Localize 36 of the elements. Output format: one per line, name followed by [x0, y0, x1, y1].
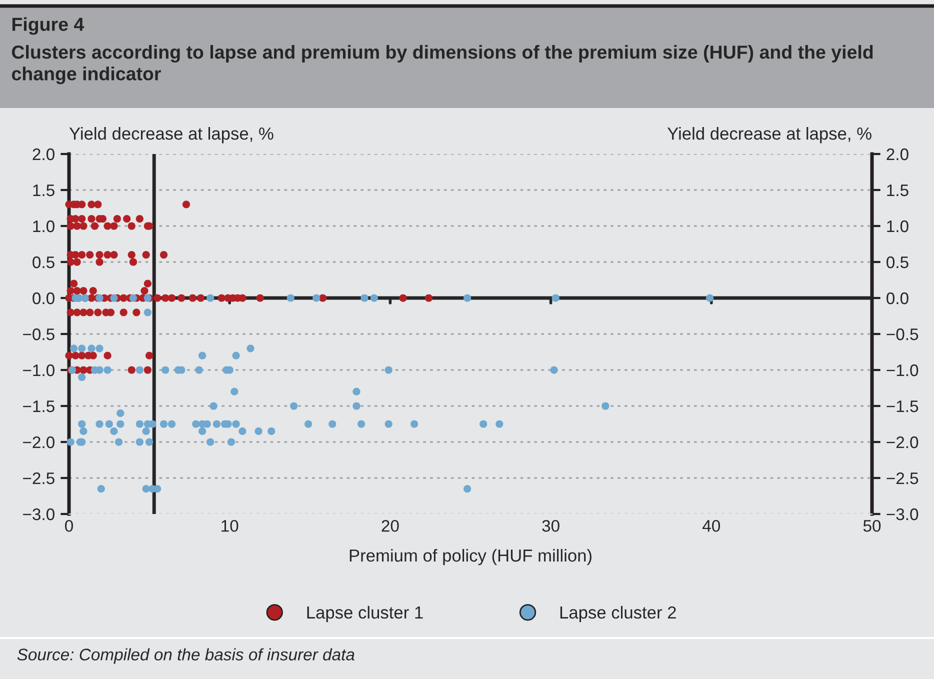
y2-tick-label: −3.0 — [886, 508, 918, 520]
y2-tick-label: 1.0 — [887, 220, 908, 232]
y2-tick-label: −1.5 — [886, 400, 918, 412]
y-tick-label: 0.0 — [32, 292, 54, 304]
x-tick-label: 0 — [65, 520, 73, 532]
legend-label: Lapse cluster 2 — [560, 606, 676, 622]
y-tick-label: 1.0 — [33, 220, 54, 232]
x-tick-label: 10 — [222, 520, 238, 532]
y2-tick-label: 0.0 — [886, 292, 908, 304]
y-tick-label: 1.5 — [33, 184, 54, 196]
x-axis-title: Premium of policy (HUF million) — [350, 548, 592, 566]
y2-tick-label: −2.0 — [886, 436, 918, 448]
y-tick-label: −3.0 — [23, 508, 54, 520]
y-tick-label: −1.5 — [23, 400, 54, 412]
legend-label: Lapse cluster 1 — [307, 606, 423, 622]
source-note: Source: Compiled on the basis of insurer data — [17, 648, 354, 664]
y2-tick-label: 2.0 — [886, 148, 908, 160]
y-tick-label: 0.5 — [32, 256, 54, 268]
y-tick-label: −2.5 — [23, 472, 54, 484]
y2-tick-label: 0.5 — [886, 256, 908, 268]
x-tick-label: 50 — [863, 520, 881, 532]
y2-tick-label: 1.5 — [887, 184, 908, 196]
x-tick-label: 20 — [382, 520, 399, 532]
y2-tick-label: −2.5 — [886, 472, 918, 484]
y2-tick-label: −0.5 — [886, 328, 918, 340]
chart-title: Figure 4 — [12, 17, 84, 35]
y-tick-label: −0.5 — [23, 328, 54, 340]
y2-tick-label: −1.0 — [886, 364, 918, 376]
chart-subtitle: Clusters according to lapse and premium by dimensions of the premium size (HUF) and the yield change indicator — [12, 45, 873, 84]
y-axis-title: Yield decrease at lapse, % — [69, 127, 274, 144]
y-tick-label: 2.0 — [32, 148, 54, 160]
y-tick-label: −2.0 — [23, 436, 54, 448]
y2-axis-title: Yield decrease at lapse, % — [667, 127, 872, 144]
x-tick-label: 30 — [542, 520, 560, 532]
x-tick-label: 40 — [702, 520, 720, 532]
y-tick-label: −1.0 — [23, 364, 54, 376]
